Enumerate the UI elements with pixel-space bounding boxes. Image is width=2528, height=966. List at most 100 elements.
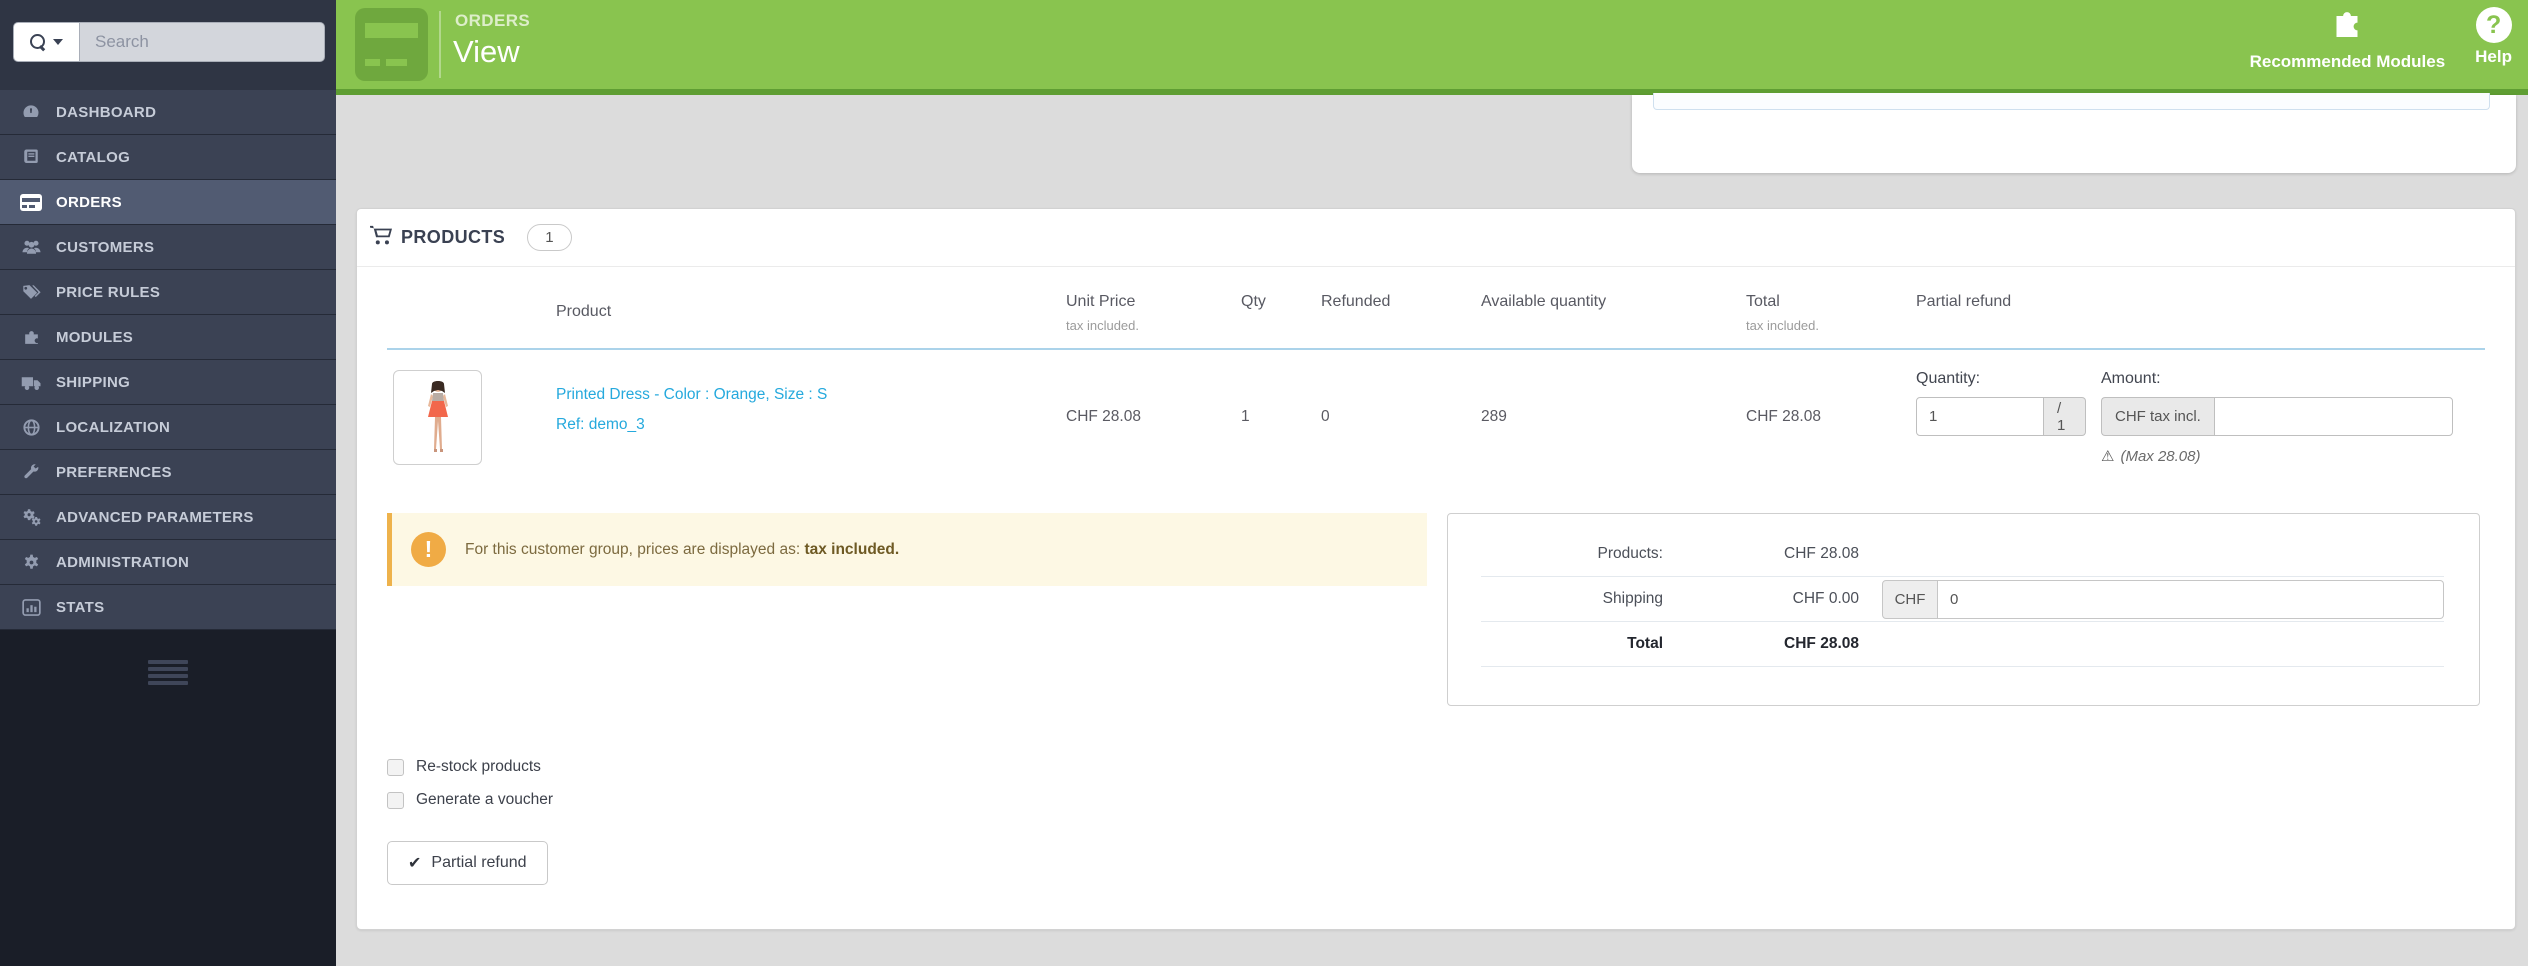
col-header-product: Product [556,303,612,320]
refund-amount-input[interactable] [2213,397,2453,436]
advanced-parameters-icon [19,508,43,526]
product-name-link[interactable]: Printed Dress - Color : Orange, Size : S [556,386,828,403]
sidebar-item-dashboard[interactable]: DASHBOARD [0,90,336,135]
col-header-partial-refund: Partial refund [1916,293,2012,310]
available-quantity-value: 289 [1481,408,1507,425]
recommended-modules-button[interactable]: Recommended Modules [2249,7,2446,72]
restock-checkbox[interactable] [387,758,404,776]
refund-quantity-input[interactable] [1916,397,2044,436]
page-title: View [453,34,520,69]
sidebar-item-label: SHIPPING [56,373,131,391]
printed-dress-image [427,380,448,452]
partial-refund-button[interactable]: ✔ Partial refund [387,841,548,885]
totals-total-label: Total [1627,635,1663,652]
help-icon: ? [2475,7,2512,43]
product-name-cell: Printed Dress - Color : Orange, Size : S… [556,370,1066,465]
recommended-modules-label: Recommended Modules [2249,52,2446,71]
sidebar-item-label: ADVANCED PARAMETERS [56,508,254,526]
total-value: CHF 28.08 [1746,408,1821,425]
sidebar-search-zone [0,0,336,90]
col-subheader-tax-included: tax included. [1066,318,1139,333]
sidebar-item-label: CATALOG [56,148,131,166]
col-header-unit-price: Unit Price tax included. [1066,293,1241,333]
product-thumbnail[interactable] [393,370,482,465]
shipping-currency-addon: CHF [1882,579,1938,619]
table-row: Printed Dress - Color : Orange, Size : S… [357,350,2515,465]
localization-icon [19,418,43,437]
products-count-badge: 1 [527,224,572,251]
catalog-icon [19,148,43,166]
table-header-divider [387,348,2485,350]
refund-quantity-max-addon: / 1 [2044,397,2086,436]
price-rules-icon [19,283,43,301]
sidebar-item-localization[interactable]: LOCALIZATION [0,405,336,450]
sidebar-item-label: ADMINISTRATION [56,553,190,571]
products-panel-header: PRODUCTS 1 [357,209,2515,267]
partial-refund-cell: Quantity: / 1 Amount: CHF tax incl. [1916,370,2485,465]
alert-text: For this customer group, prices are disp… [465,540,900,558]
sidebar: DASHBOARD CATALOG ORDERS CUSTOMERS [0,0,336,966]
refund-amount-currency-addon: CHF tax incl. [2101,397,2214,436]
search-scope-button[interactable] [13,22,79,62]
sidebar-item-customers[interactable]: CUSTOMERS [0,225,336,270]
sidebar-item-label: PRICE RULES [56,283,161,301]
totals-total-value: CHF 28.08 [1784,635,1859,652]
warning-icon: ⚠ [2101,448,2115,465]
help-button[interactable]: ? Help [2475,7,2512,72]
sidebar-item-shipping[interactable]: SHIPPING [0,360,336,405]
unit-price-value: CHF 28.08 [1066,408,1141,425]
sidebar-item-stats[interactable]: STATS [0,585,336,630]
sidebar-item-label: ORDERS [56,193,122,211]
sidebar-item-price-rules[interactable]: PRICE RULES [0,270,336,315]
sidebar-item-orders[interactable]: ORDERS [0,180,336,225]
order-totals-box: Products: CHF 28.08 Shipping CHF 0.00 CH… [1447,513,2480,706]
col-header-total: Total tax included. [1746,293,1916,333]
sidebar-item-advanced-parameters[interactable]: ADVANCED PARAMETERS [0,495,336,540]
totals-products-row: Products: CHF 28.08 [1481,532,2444,577]
exclamation-icon: ! [411,532,446,567]
stats-icon [19,598,43,616]
alert-text-bold: tax included. [804,540,900,558]
menu-collapse-icon[interactable] [148,660,188,688]
sidebar-item-label: CUSTOMERS [56,238,155,256]
breadcrumb: ORDERS [455,11,531,30]
product-ref-link[interactable]: Ref: demo_3 [556,416,645,433]
modules-icon [19,328,43,347]
orders-icon [19,193,43,211]
totals-products-label: Products: [1597,545,1663,562]
col-subheader-tax-included: tax included. [1746,318,1819,333]
search-input[interactable] [79,22,325,62]
totals-shipping-label: Shipping [1602,590,1663,607]
header-divider [439,11,441,78]
refund-amount-label: Amount: [2101,370,2161,387]
customers-icon [19,238,43,256]
sidebar-item-preferences[interactable]: PREFERENCES [0,450,336,495]
administration-icon [19,553,43,572]
refund-quantity-label: Quantity: [1916,370,1981,387]
sidebar-nav: DASHBOARD CATALOG ORDERS CUSTOMERS [0,90,336,630]
qty-value: 1 [1241,408,1250,425]
sidebar-item-administration[interactable]: ADMINISTRATION [0,540,336,585]
refund-options: Re-stock products Generate a voucher [387,758,2515,809]
search-icon [30,34,46,50]
partial-refund-button-label: Partial refund [431,854,527,871]
search-bar [13,22,325,62]
voucher-checkbox[interactable] [387,791,404,809]
check-icon: ✔ [408,855,422,872]
totals-shipping-row: Shipping CHF 0.00 CHF [1481,577,2444,622]
products-table-header: Product Unit Price tax included. Qty Ref… [357,293,2515,333]
refunded-value: 0 [1321,408,1330,425]
sidebar-item-label: STATS [56,598,105,616]
restock-label: Re-stock products [416,758,541,775]
cart-icon [369,224,393,251]
sidebar-item-modules[interactable]: MODULES [0,315,336,360]
sidebar-item-catalog[interactable]: CATALOG [0,135,336,180]
shipping-refund-input[interactable] [1938,579,2444,619]
shipping-icon [19,374,43,391]
col-header-qty: Qty [1241,293,1266,310]
orders-page-icon [355,8,428,81]
dashboard-icon [19,102,43,122]
preferences-icon [19,463,43,481]
totals-total-row: Total CHF 28.08 [1481,622,2444,667]
